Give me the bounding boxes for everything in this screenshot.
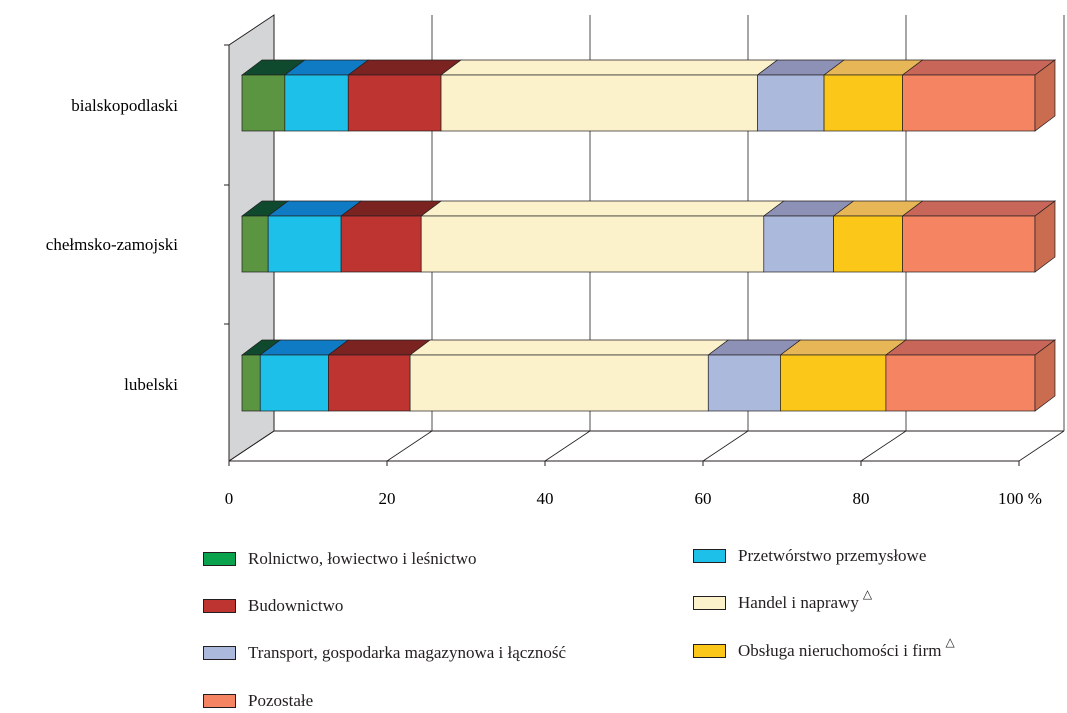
- category-label: chełmsko-zamojski: [46, 235, 178, 254]
- bar-segment: [763, 215, 834, 273]
- bar-segment: [420, 215, 765, 273]
- bar-segment: [707, 354, 781, 412]
- bar-segment: [833, 215, 903, 273]
- bar-segment: [440, 74, 758, 132]
- category-labels: bialskopodlaski chełmsko-zamojski lubelski: [46, 96, 178, 394]
- bar-segment-top: [439, 59, 779, 76]
- x-tick-label: 0: [225, 489, 234, 508]
- bar-end-face: [1034, 59, 1056, 132]
- bar-segment: [780, 354, 887, 412]
- x-tick-label: 40: [537, 489, 554, 508]
- x-axis-ticks: 0 20 40 60 80 100 %: [225, 489, 1042, 508]
- bar-segment: [259, 354, 329, 412]
- bar-segment: [328, 354, 411, 412]
- bar-segment-top: [420, 200, 785, 217]
- x-tick-label: 20: [379, 489, 396, 508]
- floor-diagonal: [860, 430, 907, 462]
- x-tick-label: 80: [853, 489, 870, 508]
- bar-segment: [409, 354, 709, 412]
- bar-segment: [241, 215, 269, 273]
- bar-segment: [902, 74, 1036, 132]
- floor-diagonal: [544, 430, 591, 462]
- bar-segment-top: [884, 339, 1057, 356]
- bar-segment: [267, 215, 342, 273]
- category-label: lubelski: [124, 375, 178, 394]
- bar-segment-top: [901, 59, 1057, 76]
- floor-diagonal: [1018, 430, 1065, 462]
- category-label: bialskopodlaski: [71, 96, 178, 115]
- bar-end-face: [1034, 200, 1056, 273]
- x-tick-label: 100 %: [998, 489, 1042, 508]
- bar-segment-top: [779, 339, 907, 356]
- floor: [224, 44, 1065, 466]
- bar-segment-top: [409, 339, 730, 356]
- bar-segment: [284, 74, 349, 132]
- bar-end-face: [1034, 339, 1056, 412]
- bar-segment-top: [901, 200, 1057, 217]
- floor-diagonal: [702, 430, 749, 462]
- floor-diagonal: [228, 430, 275, 462]
- bar-segment: [241, 74, 286, 132]
- bar-segment: [347, 74, 442, 132]
- floor-diagonal: [386, 430, 433, 462]
- bar-segment: [241, 354, 261, 412]
- bar-segment: [340, 215, 422, 273]
- bar-segment: [757, 74, 825, 132]
- x-tick-label: 60: [695, 489, 712, 508]
- bars: [240, 59, 1057, 412]
- bar-segment: [885, 354, 1036, 412]
- bar-segment: [823, 74, 903, 132]
- bar-segment: [902, 215, 1036, 273]
